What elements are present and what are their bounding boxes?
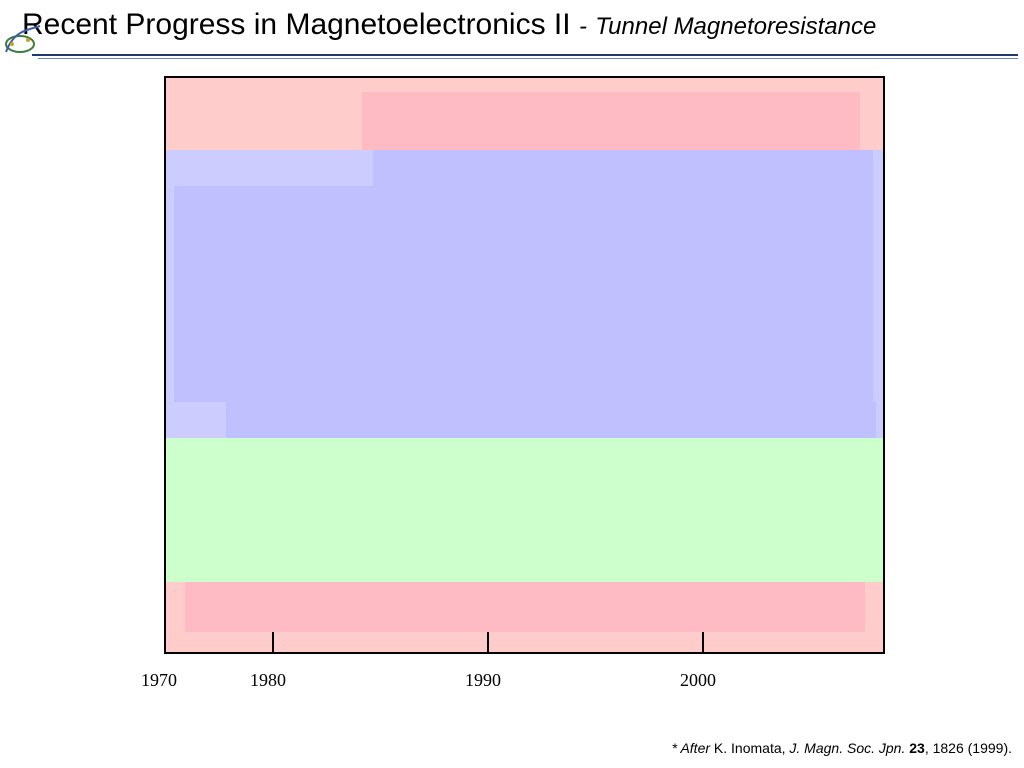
tick-1990 [487, 632, 489, 652]
band-blue-inner-1 [373, 150, 873, 186]
citation-rest: , 1826 (1999). [924, 740, 1012, 756]
title-separator: - [578, 13, 587, 40]
slide-title: Recent Progress in Magnetoelectronics II… [22, 8, 876, 42]
title-subtitle: Tunnel Magnetoresistance [595, 13, 877, 40]
band-pink-bottom-inner [185, 582, 865, 632]
citation-volume: 23 [909, 740, 925, 756]
title-main: Recent Progress in Magnetoelectronics II [22, 8, 571, 41]
band-blue-inner-2 [174, 186, 873, 402]
year-label-1990: 1990 [465, 670, 501, 690]
band-green [166, 438, 883, 582]
band-pink-top-inner [362, 92, 860, 150]
tick-1980 [272, 632, 274, 652]
title-rule-thin [38, 58, 1018, 59]
year-label-1980: 1980 [250, 670, 286, 690]
citation-author: K. Inomata, [713, 740, 786, 756]
citation-after: * After [671, 740, 711, 756]
band-blue-inner-3 [226, 402, 876, 438]
timeline-chart [164, 76, 885, 654]
citation: * After K. Inomata, J. Magn. Soc. Jpn. 2… [672, 740, 1012, 756]
year-label-2000: 2000 [680, 670, 716, 690]
tick-2000 [702, 632, 704, 652]
logo-icon [5, 25, 41, 53]
year-label-1970: 1970 [141, 670, 177, 690]
citation-journal: J. Magn. Soc. Jpn. [789, 740, 906, 756]
title-rule [32, 54, 1018, 56]
